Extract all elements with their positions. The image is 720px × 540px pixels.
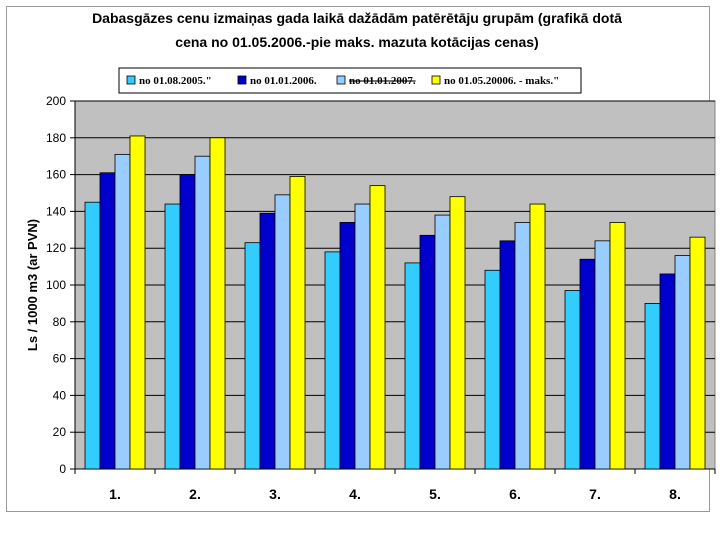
bar xyxy=(324,251,341,470)
bar xyxy=(514,222,531,470)
y-tick-label: 140 xyxy=(46,204,66,218)
bar xyxy=(659,273,676,470)
bar xyxy=(419,234,436,470)
y-tick-label: 40 xyxy=(53,388,67,402)
legend-swatch xyxy=(126,75,136,85)
y-tick-label: 0 xyxy=(59,462,66,476)
y-tick-label: 120 xyxy=(46,241,66,255)
bar xyxy=(594,240,611,470)
bar xyxy=(164,203,181,470)
bar xyxy=(354,203,371,470)
chart-title: Dabasgāzes cenu izmaiņas gada laikā dažā… xyxy=(6,6,708,54)
x-tick-label: 1. xyxy=(109,486,121,502)
legend-swatch xyxy=(336,75,346,85)
bar xyxy=(579,258,596,470)
y-axis-label: Ls / 1000 m3 (ar PVN) xyxy=(25,219,40,351)
bar xyxy=(289,176,306,470)
legend: no 01.08.2005." no 01.01.2006. no 01.01.20… xyxy=(118,67,582,94)
x-tick-label: 5. xyxy=(429,486,441,502)
bar xyxy=(274,194,291,470)
y-tick-label: 180 xyxy=(46,131,66,145)
bar xyxy=(434,214,451,470)
bar xyxy=(449,196,466,470)
bar xyxy=(484,269,501,470)
legend-box xyxy=(118,67,582,94)
bar xyxy=(209,137,226,470)
x-tick-label: 4. xyxy=(349,486,361,502)
bar xyxy=(99,172,116,470)
bar xyxy=(194,155,211,470)
bar xyxy=(129,135,146,470)
bar xyxy=(179,174,196,470)
y-tick-label: 60 xyxy=(53,352,67,366)
bar xyxy=(84,201,101,470)
chart-title-line-2: cena no 01.05.2006.-pie maks. mazuta kot… xyxy=(175,34,539,50)
bar xyxy=(499,240,516,470)
x-tick-label: 2. xyxy=(189,486,201,502)
bar xyxy=(339,222,356,470)
bar xyxy=(674,255,691,470)
legend-swatch xyxy=(237,75,247,85)
y-tick-label: 20 xyxy=(53,425,67,439)
legend-entry: no 01.08.2005." xyxy=(139,75,212,87)
x-tick-label: 8. xyxy=(669,486,681,502)
x-tick-label: 6. xyxy=(509,486,521,502)
y-tick-label: 200 xyxy=(46,94,66,108)
x-tick-label: 7. xyxy=(589,486,601,502)
y-tick-label: 100 xyxy=(46,278,66,292)
bar xyxy=(114,153,131,470)
legend-entry: no 01.01.2006. xyxy=(250,75,317,87)
legend-swatch xyxy=(431,75,441,85)
bar xyxy=(259,212,276,470)
bar xyxy=(644,302,661,470)
y-tick-label: 160 xyxy=(46,168,66,182)
legend-entry: no 01.05.20006. - maks." xyxy=(444,75,559,87)
y-tick-label: 80 xyxy=(53,315,67,329)
legend-entry: no 01.01.2007. xyxy=(349,75,416,87)
bar xyxy=(369,185,386,470)
bar xyxy=(244,242,261,470)
bar xyxy=(529,203,546,470)
bar xyxy=(689,236,706,470)
plot-layer: 0 20 40 60 80 100 120 140 160 180 200 1. 2. 3. 4. 5. 6. 7… xyxy=(46,94,716,502)
bar xyxy=(609,222,626,470)
chart-title-line-1: Dabasgāzes cenu izmaiņas gada laikā dažā… xyxy=(92,10,622,26)
bar xyxy=(404,262,421,470)
x-tick-label: 3. xyxy=(269,486,281,502)
bar xyxy=(564,290,581,470)
